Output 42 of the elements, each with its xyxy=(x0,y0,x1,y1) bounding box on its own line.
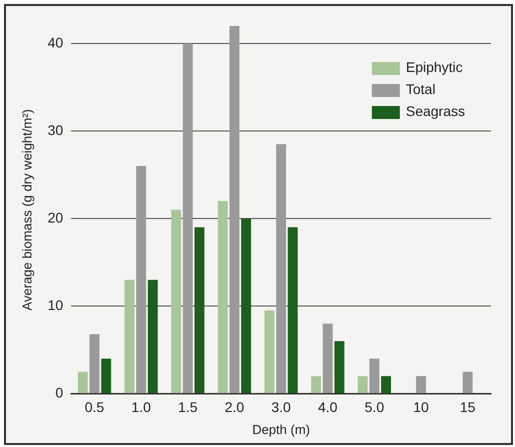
bar xyxy=(182,44,193,394)
bar xyxy=(124,280,134,394)
x-tick-label: 1.5 xyxy=(178,398,198,415)
y-tick-label: 10 xyxy=(48,296,64,313)
bar xyxy=(358,376,368,394)
bar xyxy=(311,376,322,394)
bar xyxy=(241,218,252,394)
bar xyxy=(276,144,286,394)
y-tick-label: 0 xyxy=(55,384,64,400)
x-tick-label: 15 xyxy=(460,398,476,415)
legend-label: Epiphytic xyxy=(406,58,463,75)
legend-label: Total xyxy=(406,80,436,97)
bar xyxy=(229,26,240,394)
bar xyxy=(78,372,88,394)
bar xyxy=(194,227,204,394)
bar xyxy=(136,166,146,394)
x-tick-label: 0.5 xyxy=(84,398,104,415)
bar xyxy=(148,280,158,394)
y-tick-label: 20 xyxy=(48,209,64,226)
x-tick-label: 1.0 xyxy=(131,398,152,415)
bar xyxy=(171,210,182,394)
x-tick-label: 10 xyxy=(413,398,430,415)
x-tick-label: 2.0 xyxy=(224,398,244,415)
bar xyxy=(101,358,112,394)
bar xyxy=(288,227,298,394)
bar xyxy=(218,201,228,394)
bar xyxy=(322,324,333,394)
bar xyxy=(369,358,380,394)
bar xyxy=(334,341,344,394)
x-axis-title: Depth (m) xyxy=(252,422,310,437)
bar xyxy=(381,376,391,394)
bar xyxy=(264,310,274,394)
bar xyxy=(462,372,473,394)
x-tick-label: 5.0 xyxy=(364,398,384,415)
y-axis-title: Average biomass (g dry weight/m²) xyxy=(19,109,34,310)
y-tick-label: 30 xyxy=(48,122,64,138)
bar xyxy=(90,334,100,394)
x-tick-label: 4.0 xyxy=(318,398,338,415)
y-tick-label: 40 xyxy=(48,34,64,50)
bar xyxy=(416,376,426,394)
x-tick-label: 3.0 xyxy=(271,398,292,415)
legend-label: Seagrass xyxy=(406,102,466,119)
